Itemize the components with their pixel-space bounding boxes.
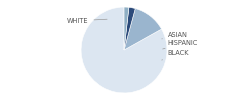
Text: BLACK: BLACK: [162, 50, 189, 60]
Wedge shape: [81, 7, 167, 93]
Wedge shape: [124, 8, 162, 50]
Wedge shape: [124, 7, 135, 50]
Text: HISPANIC: HISPANIC: [163, 40, 198, 49]
Text: ASIAN: ASIAN: [162, 32, 188, 39]
Text: WHITE: WHITE: [67, 18, 107, 24]
Wedge shape: [124, 7, 129, 50]
